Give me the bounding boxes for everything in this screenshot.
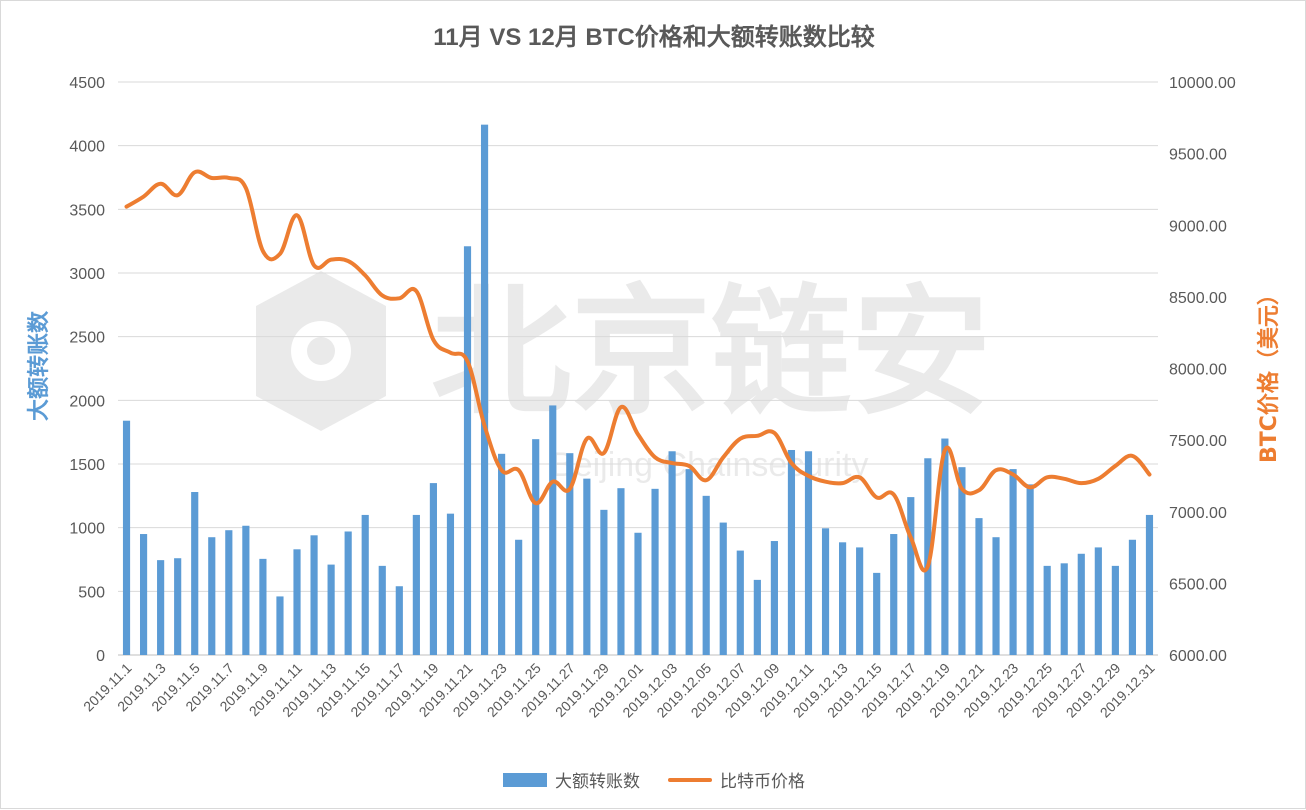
bar xyxy=(787,449,796,655)
left-tick-label: 4500 xyxy=(69,75,105,92)
left-tick-label: 0 xyxy=(96,648,105,665)
bar xyxy=(770,541,778,655)
right-tick-label: 8000.00 xyxy=(1169,362,1227,379)
bar xyxy=(395,586,403,655)
bar xyxy=(344,531,352,655)
left-tick-label: 2500 xyxy=(69,330,105,347)
bar xyxy=(327,564,335,655)
bar xyxy=(685,469,693,655)
bar xyxy=(651,488,659,655)
bar xyxy=(532,439,540,655)
bar xyxy=(617,488,625,655)
bar xyxy=(907,497,915,655)
left-tick-label: 1000 xyxy=(69,521,105,538)
bar xyxy=(890,534,898,655)
bar xyxy=(259,558,267,655)
legend-bar-label: 大额转账数 xyxy=(555,772,640,792)
bar xyxy=(276,596,284,655)
bar xyxy=(515,539,523,655)
right-tick-label: 8500.00 xyxy=(1169,290,1227,307)
bar xyxy=(600,509,608,655)
bar xyxy=(873,572,881,655)
bar xyxy=(1094,547,1102,655)
legend-item-bars: 大额转账数 xyxy=(503,767,640,792)
bar xyxy=(446,513,455,655)
price-line xyxy=(124,169,1152,573)
legend-bar-swatch xyxy=(503,772,547,787)
legend-item-line: 比特币价格 xyxy=(668,767,805,792)
bar xyxy=(804,451,813,655)
bar xyxy=(1009,469,1017,655)
left-axis-title: 大额转账数 xyxy=(27,310,52,421)
bar xyxy=(924,458,932,655)
bar xyxy=(122,420,131,655)
bar xyxy=(566,453,574,655)
bar xyxy=(634,532,642,655)
bar xyxy=(856,547,864,655)
bar xyxy=(174,558,182,655)
bar xyxy=(1026,484,1034,655)
right-axis-title: BTC价格（美元） xyxy=(1257,283,1282,463)
bar xyxy=(191,492,199,655)
bar xyxy=(225,530,233,655)
right-tick-label: 9500.00 xyxy=(1169,147,1227,164)
bar xyxy=(702,495,710,655)
right-tick-label: 6500.00 xyxy=(1169,576,1227,593)
left-tick-label: 1500 xyxy=(69,457,105,474)
bar xyxy=(480,124,489,655)
bar xyxy=(429,483,437,655)
bar xyxy=(975,518,983,655)
left-tick-label: 3500 xyxy=(69,202,105,219)
bar xyxy=(1111,565,1119,655)
legend-line-label: 比特币价格 xyxy=(720,772,805,792)
bar xyxy=(992,537,1000,655)
bar-series xyxy=(122,124,1154,655)
legend: 大额转账数 比特币价格 xyxy=(1,767,1306,792)
left-tick-label: 2000 xyxy=(69,393,105,410)
bar xyxy=(1128,539,1137,655)
bar xyxy=(378,565,386,655)
x-axis-ticks: 2019.11.12019.11.32019.11.52019.11.72019… xyxy=(80,660,1158,721)
bar xyxy=(412,514,420,655)
bar xyxy=(139,534,148,655)
bar xyxy=(821,528,830,655)
bar xyxy=(1060,563,1068,655)
bar xyxy=(242,525,250,655)
gridlines xyxy=(118,81,1158,656)
left-tick-label: 3000 xyxy=(69,266,105,283)
bar xyxy=(549,405,557,655)
left-tick-label: 4000 xyxy=(69,139,105,156)
right-tick-label: 7000.00 xyxy=(1169,505,1227,522)
bar xyxy=(293,549,301,655)
bar xyxy=(583,478,591,655)
bar xyxy=(941,438,949,655)
bar xyxy=(668,451,676,655)
legend-line-swatch xyxy=(668,777,712,782)
bar xyxy=(736,550,744,655)
bar xyxy=(157,560,165,655)
right-tick-label: 9000.00 xyxy=(1169,218,1227,235)
bar xyxy=(839,542,847,655)
bar xyxy=(753,579,761,655)
bar xyxy=(958,467,966,655)
left-tick-label: 500 xyxy=(78,584,105,601)
bar xyxy=(1145,514,1154,655)
right-tick-label: 7500.00 xyxy=(1169,433,1227,450)
left-axis-ticks: 0 500 1000 1500 2000 2500 3000 3500 4000 4500 xyxy=(69,75,105,665)
bar xyxy=(719,522,727,655)
bar xyxy=(463,246,472,655)
right-axis-ticks: 6000.00 6500.00 7000.00 7500.00 8000.00 8500.… xyxy=(1169,75,1236,665)
bar xyxy=(1043,565,1051,655)
bar xyxy=(498,453,506,655)
chart-title: 11月 VS 12月 BTC价格和大额转账数比较 xyxy=(433,24,875,51)
right-tick-label: 6000.00 xyxy=(1169,648,1227,665)
bar xyxy=(310,535,318,655)
bar xyxy=(361,514,369,655)
bar xyxy=(1077,553,1085,655)
bar xyxy=(208,537,216,655)
right-tick-label: 10000.00 xyxy=(1169,75,1236,92)
